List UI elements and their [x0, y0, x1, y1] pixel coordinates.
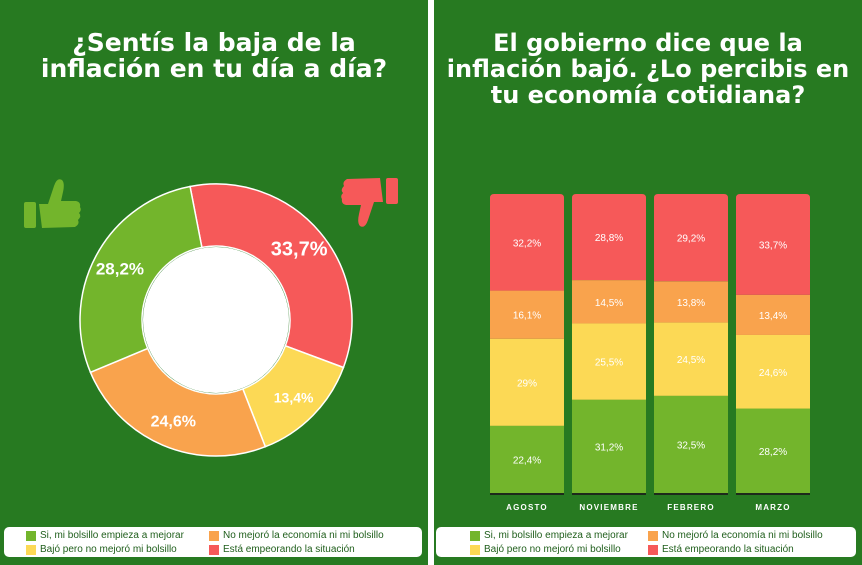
bar-data-label: 25,5%	[595, 358, 623, 369]
bar-data-label: 28,2%	[759, 447, 787, 458]
bar-segment	[736, 194, 810, 295]
bar-data-label: 22,4%	[513, 455, 541, 466]
legend-item: Si, mi bolsillo empieza a mejorar	[26, 530, 184, 541]
donut-data-label: 13,4%	[274, 390, 314, 406]
right-panel: El gobierno dice que la inflación bajó. …	[434, 0, 862, 565]
right-legend: Si, mi bolsillo empieza a mejorar No mej…	[436, 527, 856, 557]
donut-data-label: 33,7%	[271, 239, 328, 261]
bar-segment	[736, 408, 810, 493]
bar-data-label: 29,2%	[677, 234, 705, 245]
bar-data-label: 16,1%	[513, 311, 541, 322]
donut-slice	[89, 347, 267, 457]
legend-item: Está empeorando la situación	[209, 544, 355, 555]
donut-slice	[189, 183, 353, 369]
bar-segment	[490, 338, 564, 426]
right-chart-title: El gobierno dice que la inflación bajó. …	[446, 29, 850, 109]
bar-segment	[572, 399, 646, 493]
donut-chart: 33,7% 13,4% 24,6% 28,2%	[24, 178, 398, 457]
legend-item: Bajó pero no mejoró mi bolsillo	[470, 544, 621, 555]
bar-segment	[490, 194, 564, 291]
donut-data-label: 28,2%	[96, 260, 144, 279]
legend-item: No mejoró la economía ni mi bolsillo	[648, 530, 823, 541]
legend-item: Está empeorando la situación	[648, 544, 794, 555]
legend-item: Si, mi bolsillo empieza a mejorar	[470, 530, 628, 541]
x-tick-label: FEBRERO	[667, 503, 715, 512]
legend-item: Bajó pero no mejoró mi bolsillo	[26, 544, 177, 555]
bar-data-label: 33,7%	[759, 240, 787, 251]
bar-segment	[572, 194, 646, 281]
bar-segment	[490, 290, 564, 339]
bar-segment	[572, 280, 646, 324]
bar-segment	[572, 323, 646, 400]
legend-item: No mejoró la economía ni mi bolsillo	[209, 530, 384, 541]
bar-segment	[654, 194, 728, 282]
bar-segment	[654, 395, 728, 493]
bar-data-label: 28,8%	[595, 233, 623, 244]
thumbs-down-icon	[341, 178, 398, 227]
thumbs-up-icon	[24, 179, 81, 228]
bar-data-label: 13,4%	[759, 311, 787, 322]
x-tick-label: NOVIEMBRE	[579, 503, 638, 512]
bar-data-label: 14,5%	[595, 298, 623, 309]
bar-data-label: 29%	[517, 378, 537, 389]
x-tick-label: MARZO	[755, 503, 790, 512]
bar-segment	[736, 334, 810, 409]
bar-data-label: 13,8%	[677, 298, 705, 309]
bar-data-label: 32,5%	[677, 440, 705, 451]
stacked-bar-chart: 22,4% 29% 16,1% 32,2% AGOSTO 31,2% 25,5% 14,5% 2…	[490, 194, 810, 512]
bar-data-label: 24,5%	[677, 355, 705, 366]
donut-hole	[143, 247, 289, 393]
left-panel: ¿Sentís la baja de la inflación en tu dí…	[0, 0, 428, 565]
bar-data-label: 32,2%	[513, 238, 541, 249]
bar-segment	[736, 294, 810, 335]
x-tick-label: AGOSTO	[506, 503, 548, 512]
bar-data-label: 31,2%	[595, 442, 623, 453]
bar-data-label: 24,6%	[759, 368, 787, 379]
donut-slice	[79, 185, 203, 374]
left-chart-title: ¿Sentís la baja de la inflación en tu dí…	[40, 28, 388, 83]
bar-segment	[490, 425, 564, 493]
bar-segment	[654, 281, 728, 323]
left-legend: Si, mi bolsillo empieza a mejorar No mej…	[4, 527, 422, 557]
bar-segment	[654, 322, 728, 396]
donut-data-label: 24,6%	[151, 413, 196, 430]
